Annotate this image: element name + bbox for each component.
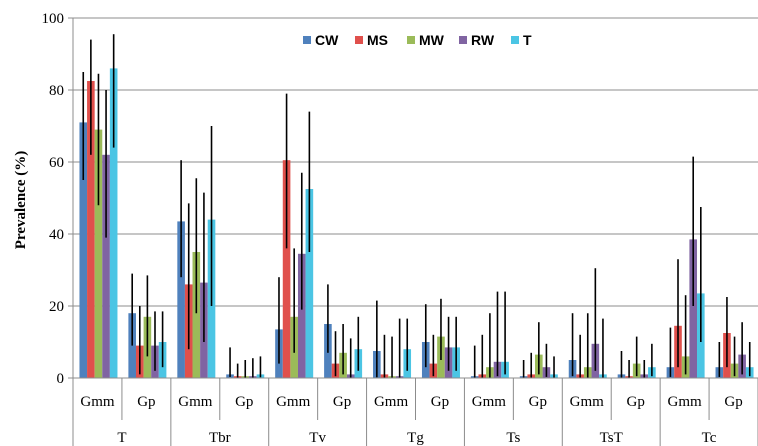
- bar-rw: [102, 154, 110, 378]
- x-axis: Gmm Gp Gmm Gp Gmm Gp Gmm Gp Gmm Gp Gmm Gp Gmm Gp T Tbr T…: [72, 377, 758, 446]
- legend-label: MW: [419, 32, 445, 48]
- bar-mw: [192, 252, 201, 378]
- x-subcategory-label: Gmm: [80, 394, 115, 410]
- x-subcategory-label: Gp: [627, 394, 645, 410]
- y-tick-label: 60: [49, 155, 64, 171]
- y-tick-label: 100: [42, 11, 65, 27]
- x-subcategory-label: Gmm: [472, 394, 507, 410]
- bar-rw: [297, 253, 306, 378]
- bar-mw: [94, 129, 103, 378]
- error-bars: [82, 34, 751, 378]
- x-subcategory-label: Gp: [431, 394, 449, 410]
- x-group-label: Tv: [309, 430, 326, 446]
- x-subcategory-label: Gp: [235, 394, 253, 410]
- legend-swatch: [511, 36, 519, 44]
- legend-label: RW: [471, 32, 495, 48]
- x-group-label: T: [117, 430, 126, 446]
- bar-cw: [177, 221, 185, 378]
- y-tick-label: 0: [57, 371, 65, 387]
- legend-label: CW: [315, 32, 339, 48]
- bar-ms: [87, 81, 95, 378]
- x-group-label: Ts: [506, 430, 520, 446]
- x-subcategory-label: Gmm: [570, 394, 605, 410]
- bar-t: [109, 68, 118, 379]
- y-tick-label: 20: [49, 299, 64, 315]
- y-tick-label: 80: [49, 83, 64, 99]
- x-subcategory-label: Gp: [137, 394, 155, 410]
- legend-swatch: [407, 36, 415, 44]
- x-subcategory-label: Gp: [529, 394, 547, 410]
- x-subcategory-label: Gmm: [668, 394, 703, 410]
- bar-t: [305, 189, 314, 378]
- x-subcategory-label: Gmm: [178, 394, 213, 410]
- x-subcategory-label: Gmm: [374, 394, 409, 410]
- y-axis: 0 20 40 60 80 100: [42, 11, 74, 446]
- bar-ms: [282, 160, 291, 378]
- y-tick-label: 40: [49, 227, 64, 243]
- x-group-label: Tc: [702, 430, 717, 446]
- legend-swatch: [355, 36, 363, 44]
- legend-label: T: [523, 32, 532, 48]
- y-axis-label: Prevalence (%): [13, 151, 29, 249]
- x-subcategory-label: Gp: [333, 394, 351, 410]
- bar-rw: [689, 239, 698, 378]
- x-group-label: TsT: [600, 430, 623, 446]
- x-subcategory-label: Gmm: [276, 394, 311, 410]
- legend: CW MS MW RW T: [303, 32, 532, 48]
- x-group-label: Tbr: [209, 430, 231, 446]
- legend-label: MS: [367, 32, 388, 48]
- x-group-label: Tg: [407, 430, 424, 446]
- bar-cw: [79, 122, 88, 379]
- legend-swatch: [303, 36, 311, 44]
- legend-swatch: [459, 36, 467, 44]
- x-subcategory-label: Gp: [724, 394, 742, 410]
- gridlines: [73, 17, 758, 307]
